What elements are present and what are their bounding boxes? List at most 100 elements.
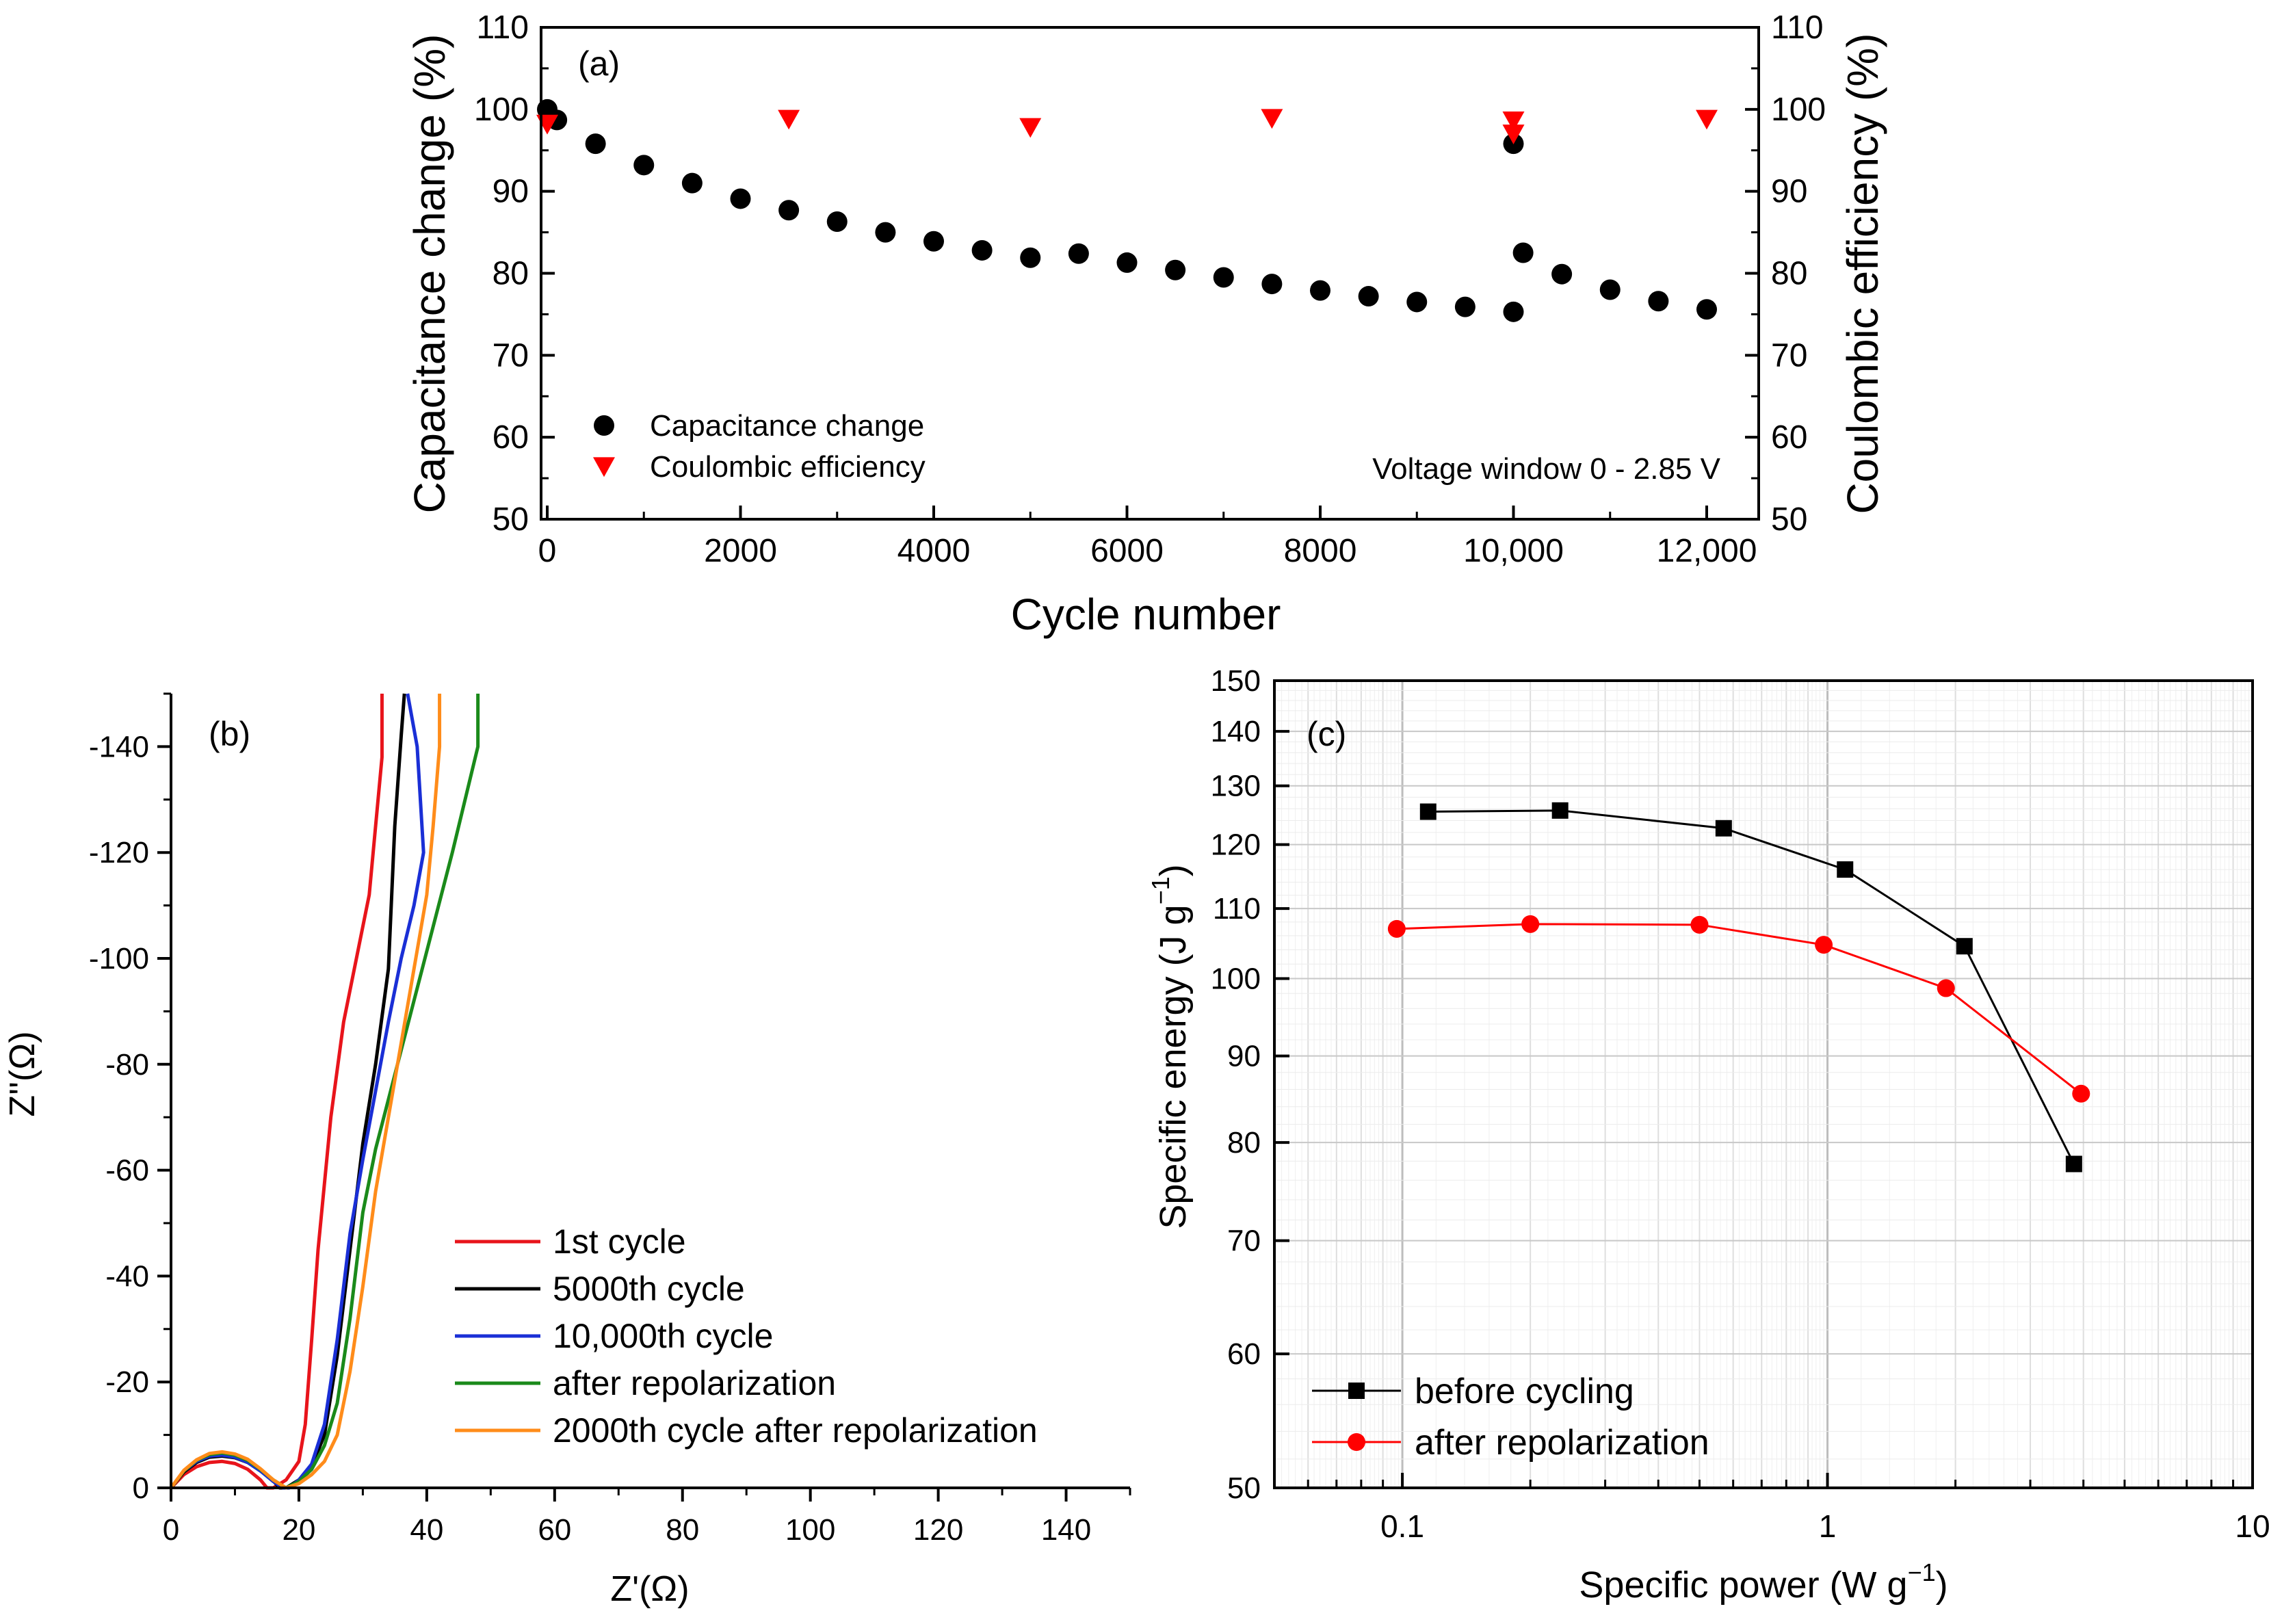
- panel-a-label: (a): [578, 44, 620, 83]
- b-y-tick-label: -100: [89, 942, 149, 975]
- c-y-tick-label: 110: [1213, 892, 1261, 926]
- a-capacitance-point: [1454, 296, 1475, 317]
- b-legend-label-1: 1st cycle: [553, 1222, 686, 1261]
- a-capacitance-point: [1358, 286, 1379, 307]
- c-legend-marker-before: [1348, 1383, 1365, 1399]
- c-x-tick-label: 1: [1819, 1508, 1837, 1544]
- a-x-tick-label: 2000: [704, 533, 777, 569]
- a-y-tick-label-right: 60: [1771, 419, 1807, 456]
- a-capacitance-point: [1696, 299, 1717, 320]
- a-capacitance-point: [1020, 247, 1041, 268]
- b-x-tick-label: 20: [282, 1513, 315, 1547]
- c-y-tick-label: 50: [1227, 1471, 1261, 1505]
- panel-c-x-axis-label-end: ): [1936, 1564, 1948, 1606]
- c-y-tick-label: 60: [1227, 1337, 1261, 1371]
- c-y-tick-label: 90: [1227, 1040, 1261, 1073]
- a-y-tick-label-left: 90: [493, 174, 529, 210]
- a-y-tick-label-left: 50: [493, 501, 529, 538]
- a-capacitance-point: [1406, 291, 1428, 313]
- a-capacitance-point: [585, 133, 606, 155]
- a-coulombic-point: [1019, 118, 1042, 138]
- a-legend-label-capacitance: Capacitance change: [650, 409, 924, 443]
- panel-c-legend: before cycling after repolarization: [1312, 1372, 1709, 1463]
- panel-c-plot-frame: [1273, 679, 2254, 1489]
- c-after-repolarization-point: [1690, 915, 1709, 934]
- a-capacitance-point: [1213, 267, 1234, 288]
- a-capacitance-point: [971, 239, 993, 261]
- panel-a-y-axis-label-left: Capacitance change (%): [405, 34, 454, 514]
- b-x-tick-label: 140: [1041, 1513, 1091, 1547]
- a-x-tick-label: 4000: [897, 533, 971, 569]
- b-legend-label-4: after repolarization: [553, 1364, 836, 1402]
- panel-b-legend: 1st cycle 5000th cycle 10,000th cycle after…: [455, 1222, 1038, 1450]
- c-y-tick-label: 80: [1227, 1126, 1261, 1160]
- b-series-line-3: [170, 693, 425, 1490]
- b-y-tick-label: -20: [105, 1365, 149, 1399]
- panel-c-y-axis-label-sup: −1: [1146, 876, 1175, 904]
- b-y-tick-label: -40: [105, 1259, 149, 1293]
- c-series-line-1: [1428, 809, 2075, 1165]
- a-y-tick-label-right: 50: [1771, 501, 1807, 538]
- c-x-tick-label: 10: [2235, 1508, 2269, 1544]
- c-after-repolarization-point: [1387, 919, 1406, 938]
- c-before-cycling-point: [1837, 861, 1854, 878]
- c-y-tick-label: 70: [1227, 1224, 1261, 1258]
- panel-a-legend: Capacitance change Coulombic efficiency: [593, 409, 926, 484]
- a-y-tick-label-right: 80: [1771, 256, 1807, 292]
- panel-a-plot-frame: [540, 26, 1760, 521]
- a-coulombic-point: [1502, 125, 1525, 144]
- a-coulombic-point: [778, 109, 800, 130]
- a-capacitance-point: [1261, 274, 1283, 295]
- c-legend-marker-after: [1348, 1433, 1365, 1451]
- a-y-tick-label-left: 100: [474, 92, 529, 128]
- a-y-tick-label-right: 110: [1771, 10, 1824, 46]
- b-x-tick-label: 80: [666, 1513, 699, 1547]
- a-legend-label-coulombic: Coulombic efficiency: [650, 450, 926, 484]
- a-x-tick-label: 0: [538, 533, 557, 569]
- panel-c-label: (c): [1307, 715, 1346, 753]
- a-capacitance-point: [1068, 243, 1089, 264]
- b-x-tick-label: 0: [163, 1513, 179, 1547]
- panel-a-capacitance-chart: 0 2000 4000 6000 8000 10,000 12,000 50 50 60 60 70 7…: [405, 10, 1887, 639]
- a-capacitance-point: [730, 188, 751, 209]
- b-legend-label-5: 2000th cycle after repolarization: [553, 1411, 1038, 1450]
- a-capacitance-point: [778, 200, 800, 221]
- a-legend-marker-capacitance: [594, 415, 614, 436]
- a-capacitance-point: [1165, 259, 1186, 280]
- a-coulombic-point: [1261, 109, 1283, 129]
- b-legend-label-3: 10,000th cycle: [553, 1317, 773, 1355]
- b-x-tick-label: 100: [785, 1513, 835, 1547]
- a-y-tick-label-left: 70: [493, 337, 529, 374]
- a-y-tick-label-right: 100: [1771, 92, 1826, 128]
- b-x-tick-label: 40: [410, 1513, 443, 1547]
- panel-c-y-axis-label-end: ): [1153, 864, 1194, 876]
- b-x-tick-label: 60: [538, 1513, 571, 1547]
- c-y-tick-label: 150: [1211, 664, 1261, 698]
- b-y-tick-label: -120: [89, 836, 149, 869]
- b-series-line-1: [170, 694, 384, 1490]
- panel-b-label: (b): [209, 715, 250, 753]
- a-y-tick-label-left: 60: [493, 419, 529, 456]
- a-x-tick-label: 8000: [1284, 533, 1357, 569]
- a-capacitance-point: [1512, 242, 1534, 263]
- a-x-tick-label: 12,000: [1657, 533, 1757, 569]
- c-before-cycling-point: [2065, 1155, 2082, 1173]
- a-capacitance-point: [826, 211, 848, 233]
- a-capacitance-point: [1503, 301, 1524, 322]
- panel-b-y-axis-label: Z''(Ω): [3, 1031, 42, 1116]
- a-capacitance-point: [1310, 280, 1330, 301]
- a-y-tick-label-left: 80: [493, 256, 529, 292]
- c-after-repolarization-point: [1815, 936, 1833, 954]
- c-after-repolarization-point: [1521, 915, 1540, 933]
- c-before-cycling-point: [1715, 820, 1732, 837]
- c-x-tick-label: 0.1: [1380, 1508, 1424, 1544]
- panel-c-x-axis-label: Specific power (W g−1): [1579, 1558, 1947, 1606]
- panel-c-x-axis-label-sup: −1: [1908, 1558, 1936, 1586]
- a-coulombic-point: [1502, 112, 1525, 131]
- a-capacitance-point: [875, 222, 896, 243]
- c-before-cycling-point: [1419, 803, 1437, 820]
- panel-c-y-axis-label: Specific energy (J g−1): [1146, 864, 1194, 1229]
- a-legend-marker-coulombic: [593, 457, 615, 477]
